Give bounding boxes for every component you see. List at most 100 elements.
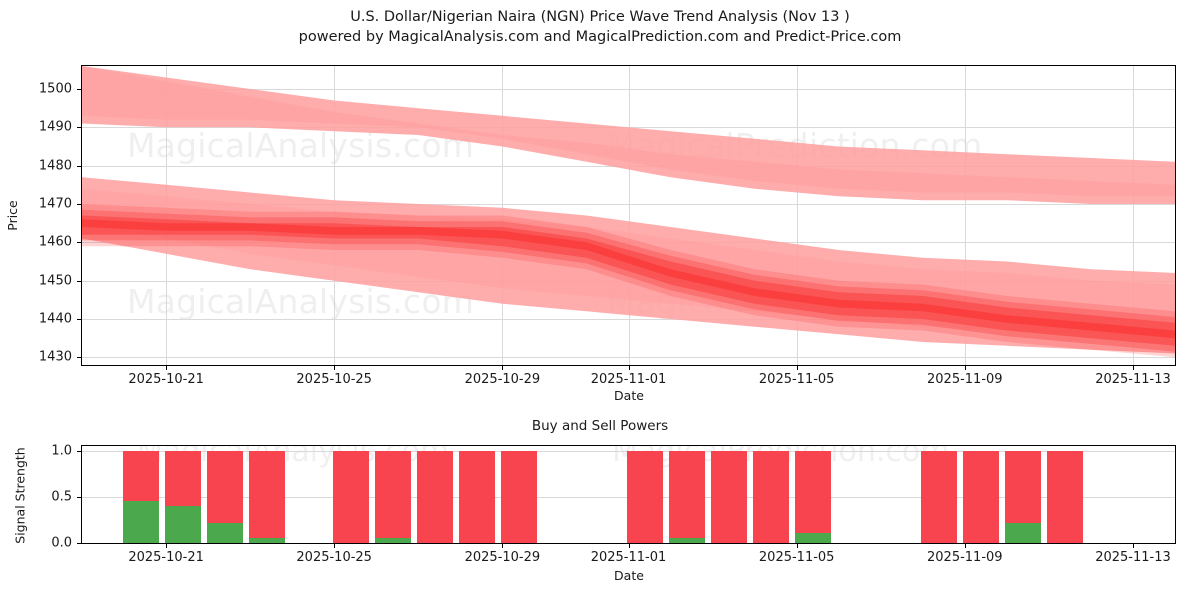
power-bar-sell-segment bbox=[165, 450, 201, 507]
price-y-tickmark-5 bbox=[77, 165, 81, 167]
power-y-tickmark-2 bbox=[77, 450, 81, 452]
price-x-tick-label-2: 2025-10-29 bbox=[464, 372, 541, 387]
price-x-tick-label-0: 2025-10-21 bbox=[128, 372, 204, 387]
power-bar-buy-segment bbox=[249, 538, 285, 543]
power-y-tickmark-0 bbox=[77, 543, 81, 544]
power-bar-sell-segment bbox=[333, 450, 369, 543]
power-bar[interactable] bbox=[417, 450, 453, 543]
price-gridline-v-5 bbox=[964, 66, 966, 365]
power-x-tickmark-6 bbox=[1133, 544, 1134, 548]
power-bar-sell-segment bbox=[501, 450, 537, 543]
power-bar-buy-segment bbox=[165, 506, 201, 543]
power-bar-buy-segment bbox=[669, 538, 705, 543]
power-chart-plot-area: MagicalAnalysis.com MagicalPrediction.co… bbox=[81, 445, 1176, 544]
power-bar[interactable] bbox=[333, 450, 369, 543]
price-x-tick-label-5: 2025-11-09 bbox=[927, 372, 1003, 387]
power-y-tickmark-1 bbox=[77, 496, 81, 498]
power-bar-sell-segment bbox=[249, 450, 285, 539]
power-y-tick-label-0: 0.0 bbox=[51, 535, 72, 551]
price-y-tickmark-1 bbox=[77, 319, 81, 320]
power-bar[interactable] bbox=[921, 450, 957, 543]
power-bar[interactable] bbox=[1047, 450, 1083, 543]
power-bar[interactable] bbox=[1005, 450, 1041, 543]
power-bar-sell-segment bbox=[753, 450, 789, 543]
price-chart-y-axis-label: Price bbox=[4, 200, 20, 231]
power-x-tick-label-3: 2025-11-01 bbox=[590, 550, 667, 565]
power-bar-buy-segment bbox=[207, 522, 243, 543]
power-x-tick-label-6: 2025-11-13 bbox=[1095, 550, 1171, 565]
price-y-tick-label-5: 1480 bbox=[38, 158, 72, 174]
power-bar-sell-segment bbox=[963, 450, 999, 543]
price-y-tick-label-1: 1440 bbox=[38, 311, 72, 327]
power-x-tickmark-4 bbox=[796, 544, 798, 548]
price-y-tickmark-6 bbox=[77, 127, 81, 129]
power-bar[interactable] bbox=[753, 450, 789, 543]
power-bar[interactable] bbox=[627, 450, 663, 543]
price-chart-plot-area: MagicalAnalysis.com MagicalPrediction.co… bbox=[81, 65, 1176, 366]
power-x-tickmark-5 bbox=[964, 544, 966, 548]
price-x-tickmark-2 bbox=[502, 366, 504, 370]
power-bar[interactable] bbox=[375, 450, 411, 543]
power-x-tick-label-5: 2025-11-09 bbox=[927, 550, 1003, 565]
power-x-tick-label-4: 2025-11-05 bbox=[758, 550, 835, 565]
power-chart-x-axis-label: Date bbox=[614, 568, 644, 583]
power-bar-sell-segment bbox=[921, 450, 957, 543]
power-bar-sell-segment bbox=[669, 450, 705, 539]
price-x-tickmark-0 bbox=[166, 366, 168, 370]
power-bar-buy-segment bbox=[795, 532, 831, 543]
power-bar-sell-segment bbox=[459, 450, 495, 543]
price-y-tickmark-3 bbox=[77, 242, 81, 244]
price-x-tickmark-3 bbox=[628, 366, 630, 370]
power-bar[interactable] bbox=[795, 450, 831, 543]
power-x-tickmark-1 bbox=[334, 544, 336, 548]
price-x-tickmark-6 bbox=[1133, 366, 1134, 370]
price-y-tickmark-4 bbox=[77, 204, 81, 205]
price-x-tickmark-4 bbox=[796, 366, 798, 370]
power-bar-sell-segment bbox=[1047, 450, 1083, 543]
power-bar-sell-segment bbox=[123, 450, 159, 501]
power-bar-buy-segment bbox=[123, 500, 159, 543]
price-gridline-v-6 bbox=[1133, 66, 1134, 365]
price-x-tick-label-4: 2025-11-05 bbox=[758, 372, 835, 387]
power-bar[interactable] bbox=[501, 450, 537, 543]
price-chart-x-axis-label: Date bbox=[614, 388, 644, 403]
price-y-tick-label-2: 1450 bbox=[38, 273, 72, 289]
price-x-tick-label-1: 2025-10-25 bbox=[296, 372, 372, 387]
price-y-tick-label-0: 1430 bbox=[38, 349, 72, 365]
power-bar[interactable] bbox=[669, 450, 705, 543]
power-chart-title: Buy and Sell Powers bbox=[531, 418, 669, 434]
power-y-tick-label-2: 1.0 bbox=[51, 443, 72, 459]
price-gridline-v-4 bbox=[796, 66, 798, 365]
power-y-tick-label-1: 0.5 bbox=[51, 489, 72, 505]
power-x-tickmark-2 bbox=[502, 544, 504, 548]
figure-title-line-2: powered by MagicalAnalysis.com and Magic… bbox=[298, 29, 902, 45]
power-x-tick-label-0: 2025-10-21 bbox=[128, 550, 204, 565]
power-bar-sell-segment bbox=[417, 450, 453, 543]
price-x-tick-label-3: 2025-11-01 bbox=[590, 372, 667, 387]
power-bar[interactable] bbox=[165, 450, 201, 543]
price-wave-bands bbox=[82, 66, 1175, 358]
power-chart-y-axis-label: Signal Strength bbox=[12, 447, 28, 544]
band-core-wide bbox=[82, 204, 1175, 358]
power-bar-sell-segment bbox=[711, 450, 747, 543]
price-x-tick-label-6: 2025-11-13 bbox=[1095, 372, 1171, 387]
power-bar-buy-segment bbox=[1005, 522, 1041, 543]
band-inner-upper bbox=[82, 66, 1175, 197]
band-core-inner bbox=[82, 215, 1175, 346]
power-bar[interactable] bbox=[207, 450, 243, 543]
price-y-tick-label-7: 1500 bbox=[38, 81, 72, 97]
price-x-tickmark-5 bbox=[964, 366, 966, 370]
power-bar-buy-segment bbox=[375, 538, 411, 543]
power-bar-sell-segment bbox=[795, 450, 831, 533]
power-x-tick-label-2: 2025-10-29 bbox=[464, 550, 541, 565]
power-bar[interactable] bbox=[123, 450, 159, 543]
power-bar[interactable] bbox=[711, 450, 747, 543]
power-bar[interactable] bbox=[963, 450, 999, 543]
figure-title-line-1: U.S. Dollar/Nigerian Naira (NGN) Price W… bbox=[350, 9, 850, 25]
power-bar-sell-segment bbox=[1005, 450, 1041, 523]
power-bar[interactable] bbox=[459, 450, 495, 543]
band-core-line bbox=[82, 219, 1175, 339]
power-bar[interactable] bbox=[249, 450, 285, 543]
price-y-tick-label-4: 1470 bbox=[38, 196, 72, 212]
